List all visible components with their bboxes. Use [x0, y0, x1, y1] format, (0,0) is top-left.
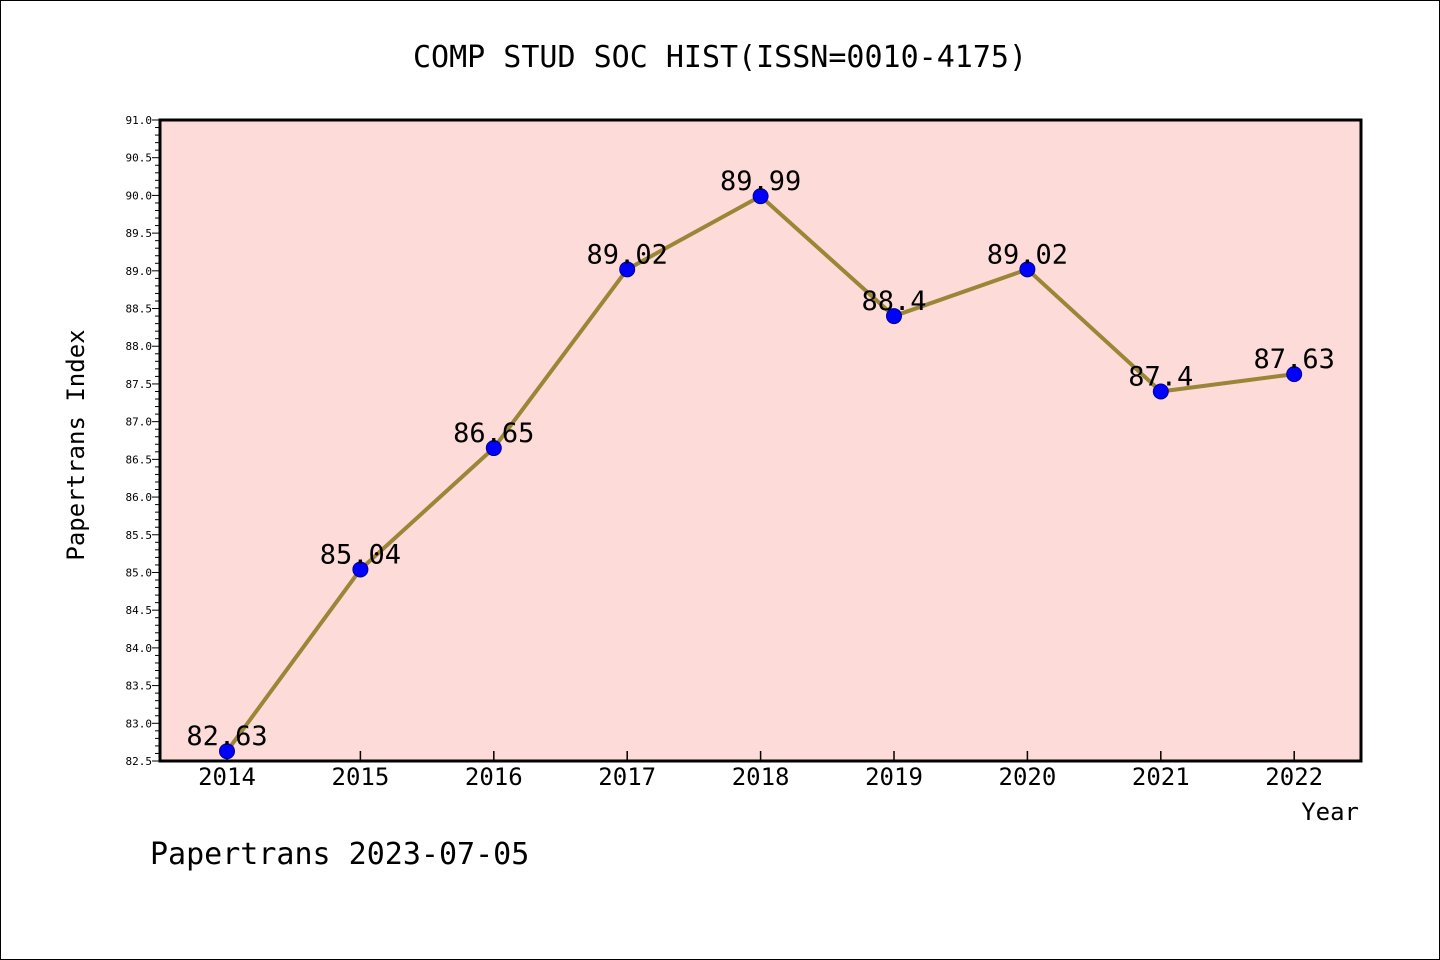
y-tick-label: 84.0	[126, 642, 153, 655]
data-label: 89.99	[720, 166, 801, 197]
y-tick-label: 83.5	[126, 680, 153, 693]
data-point	[1019, 261, 1036, 278]
x-axis-ticks: 2014 2015 2016 2017 2018 2019 2020 2021 2022	[198, 751, 1323, 791]
y-tick-label: 82.5	[126, 755, 153, 768]
x-tick-label: 2021	[1132, 763, 1190, 791]
x-tick-label: 2017	[598, 763, 656, 791]
y-tick-label: 87.5	[126, 378, 153, 391]
y-tick-label: 91.0	[126, 114, 153, 127]
x-tick-label: 2014	[198, 763, 256, 791]
y-tick-label: 86.5	[126, 453, 153, 466]
data-label: 89.02	[987, 239, 1068, 270]
y-tick-label: 90.5	[126, 152, 153, 165]
y-tick-label: 84.5	[126, 604, 153, 617]
plot-area	[160, 120, 1361, 761]
data-label: 89.02	[587, 239, 668, 270]
y-tick-label: 86.0	[126, 491, 153, 504]
footer-text: Papertrans 2023-07-05	[150, 837, 529, 872]
data-point	[619, 261, 636, 278]
y-tick-label: 89.0	[126, 265, 153, 278]
y-tick-label: 88.0	[126, 340, 153, 353]
data-label: 88.4	[861, 286, 926, 317]
data-point	[485, 440, 502, 457]
x-axis-label: Year	[1301, 798, 1359, 826]
x-tick-label: 2018	[732, 763, 790, 791]
y-tick-label: 85.5	[126, 529, 153, 542]
data-point	[752, 188, 769, 205]
data-point	[352, 561, 369, 578]
data-point	[219, 743, 235, 760]
data-label: 85.04	[320, 539, 401, 570]
plot-border	[158, 118, 1363, 763]
series-group: 82.63 85.04 86.65 89.02 89.99 88.4 89.02 87.4 87…	[186, 166, 1335, 760]
data-point	[1152, 383, 1169, 400]
data-label: 87.4	[1128, 361, 1193, 392]
x-tick-label: 2015	[332, 763, 390, 791]
data-point	[1286, 366, 1303, 383]
x-tick-label: 2019	[865, 763, 923, 791]
data-point	[886, 308, 902, 325]
data-label: 87.63	[1254, 344, 1335, 375]
y-axis-ticks: 82.5 83.0 83.5 84.0 84.5 85.0 85.5 86.0 86.5 87.0…	[126, 114, 160, 768]
y-tick-label: 89.5	[126, 227, 153, 240]
data-label: 82.63	[186, 721, 267, 752]
x-tick-label: 2022	[1265, 763, 1323, 791]
y-tick-label: 85.0	[126, 566, 153, 579]
chart-title: COMP STUD SOC HIST(ISSN=0010-4175)	[413, 40, 1027, 75]
y-axis-label: Papertrans Index	[62, 329, 90, 560]
y-tick-label: 88.5	[126, 303, 153, 316]
x-tick-label: 2020	[999, 763, 1057, 791]
data-label: 86.65	[453, 418, 534, 449]
y-tick-label: 90.0	[126, 189, 153, 202]
x-tick-label: 2016	[465, 763, 523, 791]
y-tick-label: 87.0	[126, 416, 153, 429]
y-tick-label: 83.0	[126, 717, 153, 730]
